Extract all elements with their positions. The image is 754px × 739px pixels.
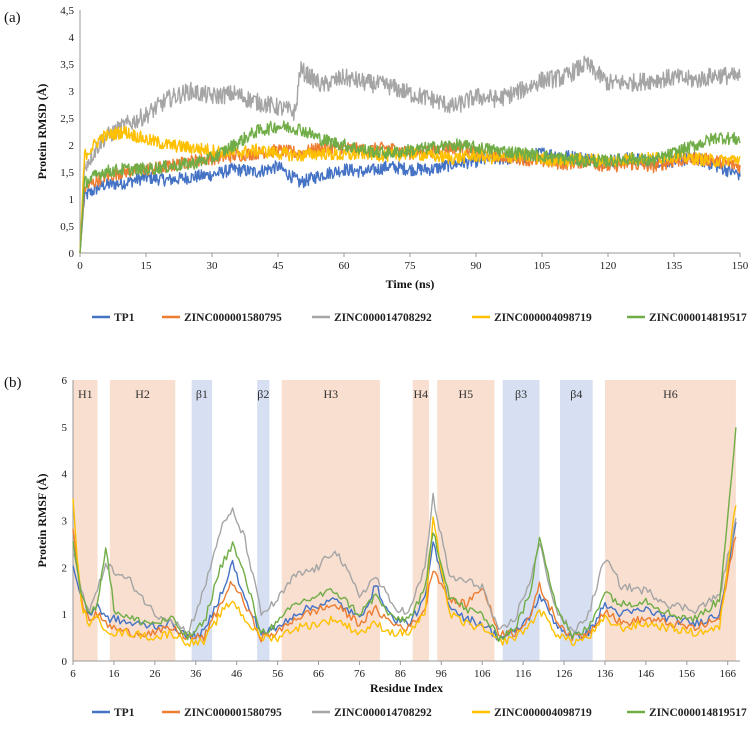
panel-a-x-tick-label: 0: [77, 260, 83, 272]
panel-b-series-ZINC000014819517: [72, 427, 737, 643]
panel-b-x-tick-label: 116: [515, 668, 532, 680]
panel-b-x-tick-label: 146: [638, 668, 655, 680]
panel-a-legend-label: ZINC000004098719: [494, 312, 592, 324]
panel-a-series-ZINC000014819517: [79, 120, 741, 254]
panel-a-x-tick-label: 135: [666, 260, 683, 272]
panel-a-series-ZINC000004098719: [79, 125, 741, 254]
panel-b-y-tick-label: 4: [62, 469, 68, 481]
panel-a-x-tick-label: 120: [600, 260, 617, 272]
panel-b-region-label: H4: [413, 387, 428, 401]
panel-b-region-label: β2: [257, 387, 269, 401]
panel-a-series-ZINC000014708292: [79, 55, 741, 254]
panel-b-x-tick-label: 126: [556, 668, 573, 680]
panel-b-y-tick-label: 0: [62, 656, 68, 668]
panel-b-region-label: H2: [135, 387, 150, 401]
panel-b-x-axis-title: Residue Index: [370, 681, 443, 695]
panel-b-region-β3: [502, 380, 540, 661]
panel-b-region-label: H3: [323, 387, 338, 401]
panel-a-y-tick-label: 3: [69, 86, 75, 98]
panel-b-y-axis-title: Protein RMSF (Å): [35, 474, 49, 568]
panel-b-y-tick-label: 3: [62, 516, 68, 528]
panel-a-x-tick-label: 105: [534, 260, 551, 272]
panel-a-x-tick-label: 75: [405, 260, 417, 272]
panel-b-region-β1: [191, 380, 213, 661]
panel-a-x-tick-label: 90: [471, 260, 483, 272]
panel-b-x-tick-label: 96: [436, 668, 448, 680]
panel-a-legend-label: TP1: [114, 312, 135, 324]
panel-b-legend-label: ZINC000004098719: [494, 707, 592, 719]
panel-b-y-tick-label: 2: [62, 562, 68, 574]
panel-a-x-tick-label: 15: [141, 260, 153, 272]
panel-a-y-tick-label: 1: [69, 194, 75, 206]
panel-b-series-ZINC000014708292: [72, 492, 737, 636]
panel-b-region-H5: [437, 380, 495, 661]
panel-a-x-tick-label: 150: [732, 260, 749, 272]
panel-b-x-tick-label: 16: [108, 668, 120, 680]
panel-a-y-tick-label: 1,5: [60, 167, 74, 179]
panel-a-y-tick-label: 0: [69, 248, 75, 260]
panel-a-y-tick-label: 3,5: [60, 59, 74, 71]
panel-a-y-tick-label: 4: [69, 32, 75, 44]
panel-b-series-ZINC000004098719: [72, 498, 737, 648]
panel-b-region-label: β3: [515, 387, 527, 401]
panel-b-legend-label: ZINC000014708292: [334, 707, 432, 719]
panel-a-x-tick-label: 30: [207, 260, 219, 272]
panel-b-legend-label: ZINC000014819517: [649, 707, 747, 719]
panel-a-y-axis-title: Protein RMSD (Å): [35, 84, 49, 180]
panel-b-label: (b): [4, 375, 22, 391]
panel-a-x-tick-label: 60: [339, 260, 351, 272]
panel-b-x-tick-label: 166: [719, 668, 736, 680]
panel-b-legend-label: ZINC000001580795: [184, 707, 282, 719]
panel-b-region-label: β4: [570, 387, 582, 401]
panel-b-x-tick-label: 136: [597, 668, 614, 680]
panel-b-region-label: H6: [663, 387, 678, 401]
panel-a-y-tick-label: 2,5: [60, 113, 74, 125]
panel-a-legend-label: ZINC000014708292: [334, 312, 432, 324]
panel-b-region-label: H5: [458, 387, 473, 401]
panel-b-x-tick-label: 156: [679, 668, 696, 680]
panel-b-region-H4: [412, 380, 430, 661]
panel-b-x-tick-label: 26: [149, 668, 161, 680]
panel-b-region-label: H1: [78, 387, 93, 401]
panel-b-x-tick-label: 36: [190, 668, 202, 680]
panel-a-legend-label: ZINC000001580795: [184, 312, 282, 324]
panel-b-region-label: β1: [196, 387, 208, 401]
panel-b-x-tick-label: 76: [354, 668, 366, 680]
panel-b-region-β4: [559, 380, 593, 661]
panel-b-x-tick-label: 106: [474, 668, 491, 680]
panel-a-y-tick-label: 2: [69, 140, 75, 152]
panel-a-y-tick-label: 4,5: [60, 5, 74, 17]
panel-b-y-tick-label: 6: [62, 375, 68, 387]
panel-a-x-tick-label: 45: [273, 260, 285, 272]
panel-b-series-TP1: [72, 521, 737, 642]
panel-b-legend-label: TP1: [114, 707, 135, 719]
panel-b-region-β2: [257, 380, 270, 661]
panel-b-x-tick-label: 86: [395, 668, 407, 680]
panel-b-x-tick-label: 6: [70, 668, 76, 680]
panel-b-y-tick-label: 5: [62, 422, 68, 434]
panel-a-legend-label: ZINC000014819517: [649, 312, 747, 324]
panel-b-x-tick-label: 46: [231, 668, 243, 680]
panel-b-x-tick-label: 56: [272, 668, 284, 680]
panel-a-x-axis-title: Time (ns): [386, 277, 435, 291]
panel-a-y-tick-label: 0,5: [60, 221, 74, 233]
panel-b-x-tick-label: 66: [313, 668, 325, 680]
panel-b-region-H6: [604, 380, 736, 661]
panel-b-y-tick-label: 1: [62, 609, 68, 621]
panel-a-label: (a): [4, 10, 21, 26]
